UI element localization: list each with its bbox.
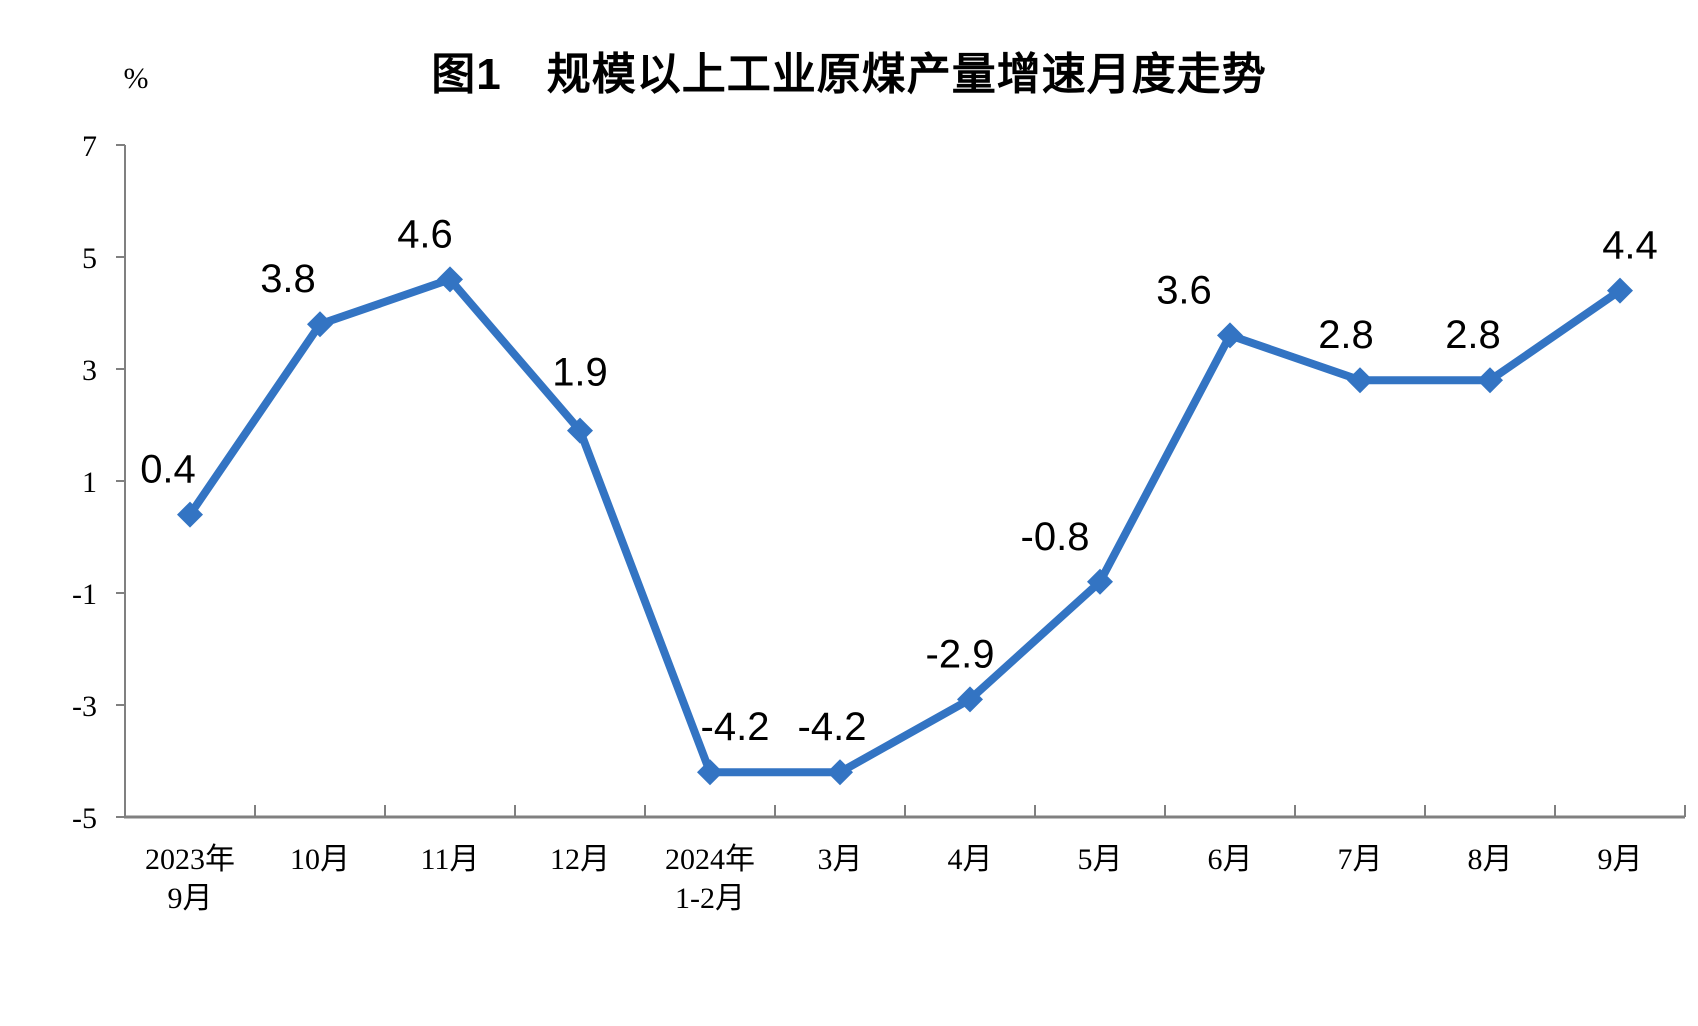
data-point-marker: [1087, 568, 1113, 595]
data-label: 1.9: [552, 351, 608, 395]
x-category-label: 10月: [290, 843, 350, 876]
x-category-label: 2023年: [145, 843, 235, 876]
data-label: -4.2: [798, 705, 867, 749]
x-category-label: 8月: [1468, 843, 1513, 876]
data-label: 2.8: [1445, 313, 1501, 357]
data-label: 2.8: [1318, 313, 1374, 357]
data-point-marker: [177, 501, 203, 528]
data-point-marker: [1347, 367, 1373, 394]
data-label: 3.8: [260, 257, 316, 301]
data-point-marker: [307, 311, 333, 338]
data-point-marker: [697, 759, 723, 786]
x-category-label: 1-2月: [675, 882, 745, 915]
x-category-label: 6月: [1208, 843, 1253, 876]
data-point-marker: [437, 266, 463, 293]
y-axis-tick-label: -3: [72, 690, 97, 723]
x-category-label: 5月: [1078, 843, 1123, 876]
x-category-label: 12月: [550, 843, 610, 876]
x-category-label: 9月: [168, 882, 213, 915]
data-label: 0.4: [140, 448, 196, 492]
data-point-marker: [957, 686, 983, 713]
y-axis-tick-label: 3: [82, 354, 97, 387]
data-label: -2.9: [926, 632, 995, 676]
data-point-marker: [1477, 367, 1503, 394]
y-axis-tick-label: 7: [82, 130, 97, 163]
data-point-marker: [827, 759, 853, 786]
x-category-label: 4月: [948, 843, 993, 876]
series-line: [186, 275, 1624, 777]
x-category-label: 9月: [1598, 843, 1643, 876]
data-label: -4.2: [701, 705, 770, 749]
x-category-label: 11月: [421, 843, 480, 876]
data-point-marker: [1607, 277, 1633, 304]
x-category-label: 7月: [1338, 843, 1383, 876]
data-label: 3.6: [1156, 268, 1212, 312]
x-category-label: 2024年: [665, 843, 755, 876]
y-axis-unit-label: %: [124, 62, 149, 95]
y-axis-tick-label: 1: [82, 466, 97, 499]
y-axis-tick-label: -1: [72, 578, 97, 611]
y-axis-tick-label: -5: [72, 802, 97, 835]
x-category-label: 3月: [818, 843, 863, 876]
data-label: 4.4: [1602, 224, 1658, 268]
y-axis-tick-label: 5: [82, 242, 97, 275]
data-point-marker: [567, 417, 593, 444]
data-point-marker: [1217, 322, 1243, 349]
data-label: 4.6: [397, 212, 453, 256]
data-label: -0.8: [1021, 515, 1090, 559]
chart-title: 图1 规模以上工业原煤产量增速月度走势: [431, 50, 1267, 99]
